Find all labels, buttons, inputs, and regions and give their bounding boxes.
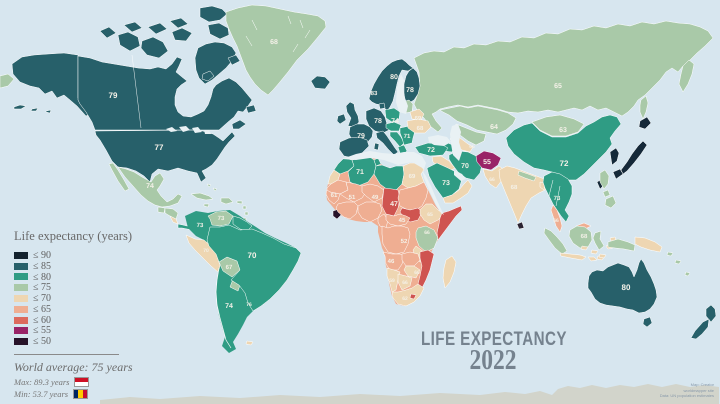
- svg-text:69: 69: [415, 115, 422, 122]
- svg-text:72: 72: [427, 147, 435, 154]
- svg-text:68: 68: [511, 184, 518, 191]
- svg-text:66: 66: [424, 230, 430, 236]
- svg-text:66: 66: [553, 218, 559, 224]
- svg-text:79: 79: [357, 133, 365, 140]
- svg-text:66: 66: [402, 280, 408, 286]
- svg-text:66: 66: [489, 177, 495, 183]
- svg-text:52: 52: [401, 238, 408, 245]
- svg-text:59: 59: [389, 278, 395, 284]
- svg-text:64: 64: [490, 124, 498, 131]
- svg-text:69: 69: [409, 173, 416, 180]
- svg-text:77: 77: [155, 143, 164, 152]
- svg-text:49: 49: [372, 194, 379, 201]
- svg-text:78: 78: [374, 118, 382, 125]
- svg-text:51: 51: [349, 194, 356, 201]
- svg-text:71: 71: [404, 133, 411, 140]
- svg-text:73: 73: [197, 222, 204, 229]
- svg-text:63: 63: [559, 127, 567, 134]
- svg-text:76: 76: [246, 302, 252, 308]
- svg-text:60: 60: [414, 270, 420, 276]
- svg-text:70: 70: [248, 251, 257, 260]
- svg-text:65: 65: [469, 144, 475, 150]
- svg-text:74: 74: [146, 183, 154, 190]
- svg-text:62: 62: [402, 296, 408, 302]
- svg-text:80: 80: [622, 283, 631, 292]
- svg-text:74: 74: [391, 118, 399, 125]
- svg-text:80: 80: [390, 74, 398, 81]
- svg-text:79: 79: [109, 91, 118, 100]
- svg-text:65: 65: [554, 83, 562, 90]
- svg-text:68: 68: [581, 233, 588, 240]
- svg-text:55: 55: [483, 159, 491, 166]
- svg-text:46: 46: [388, 258, 395, 265]
- svg-text:65: 65: [427, 212, 433, 218]
- svg-text:68: 68: [270, 39, 278, 46]
- svg-text:70: 70: [203, 248, 209, 254]
- svg-text:74: 74: [225, 303, 233, 310]
- svg-text:47: 47: [390, 201, 398, 208]
- svg-text:68: 68: [417, 125, 424, 132]
- svg-text:45: 45: [399, 217, 406, 224]
- svg-text:71: 71: [356, 169, 364, 176]
- svg-text:73: 73: [554, 195, 561, 202]
- svg-text:61: 61: [331, 192, 338, 199]
- svg-text:78: 78: [406, 87, 414, 94]
- svg-text:70: 70: [461, 163, 469, 170]
- svg-text:67: 67: [226, 264, 233, 271]
- svg-text:73: 73: [218, 215, 225, 222]
- svg-text:83: 83: [371, 90, 378, 97]
- svg-text:73: 73: [442, 180, 450, 187]
- svg-text:72: 72: [560, 159, 569, 168]
